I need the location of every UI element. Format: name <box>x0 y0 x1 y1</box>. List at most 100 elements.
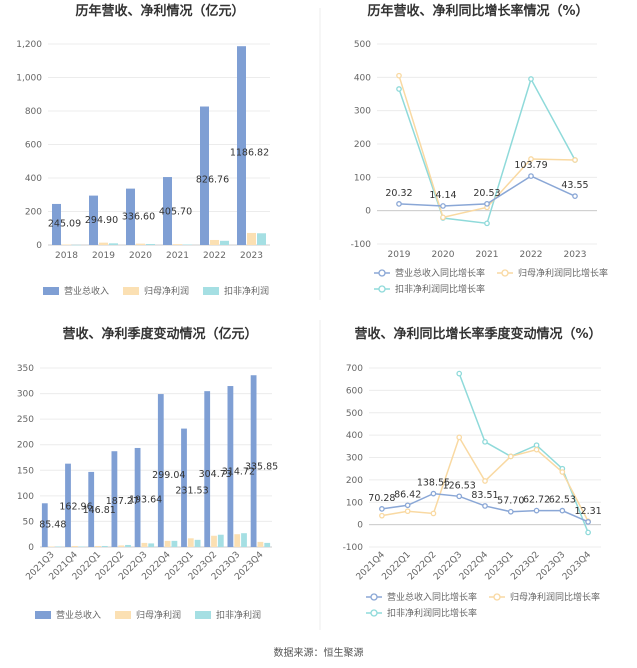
y-tick-label: 250 <box>17 415 34 425</box>
data-label: 162.96 <box>59 501 92 512</box>
data-label: 187.27 <box>106 496 139 507</box>
x-tick-label: 2022 <box>203 251 226 261</box>
source-text: 数据来源：恒生聚源 <box>274 646 364 659</box>
y-tick-label: 400 <box>354 73 371 83</box>
data-point <box>440 203 446 209</box>
data-label: 299.04 <box>152 470 185 481</box>
bar-营业总收入 <box>134 447 141 547</box>
y-tick-label: 350 <box>17 364 34 374</box>
bar-归母净利润 <box>99 242 108 245</box>
data-point <box>430 510 437 517</box>
y-tick-label: 0 <box>36 241 42 251</box>
legend-label: 营业总收入同比增长率 <box>387 591 477 603</box>
bar-扣非净利润 <box>257 233 266 245</box>
legend-label: 扣非净利润同比增长率 <box>387 607 477 619</box>
y-tick-label: 0 <box>28 543 34 553</box>
chart-quarterly_revenue_profit: 营收、净利季度变动情况（亿元）0501001502002503003502021… <box>17 326 278 621</box>
bar-扣非净利润 <box>125 544 131 547</box>
legend-label: 营业总收入 <box>64 285 109 297</box>
legend-label: 归母净利润 <box>144 285 189 297</box>
legend-label: 归母净利润同比增长率 <box>518 267 608 279</box>
data-point <box>572 157 578 163</box>
data-label: 103.79 <box>514 160 547 171</box>
data-label: 138.55 <box>417 478 450 489</box>
bar-归母净利润 <box>118 545 125 547</box>
data-label: 126.53 <box>443 480 476 491</box>
data-label: 405.70 <box>159 206 192 217</box>
legend-swatch <box>123 287 139 295</box>
legend-swatch <box>203 287 219 295</box>
chart-annual_revenue_profit: 历年营收、净利情况（亿元） 0 200 400 600 800 1,000 1,200 2018… <box>16 3 270 297</box>
x-tick-label: 2020 <box>129 251 152 261</box>
data-point <box>396 201 402 207</box>
legend-label: 营业总收入同比增长率 <box>395 267 485 279</box>
x-tick-label: 2020 <box>432 250 455 260</box>
y-tick-label: 400 <box>346 431 363 441</box>
data-point <box>528 76 534 82</box>
data-label: 146.81 <box>83 505 116 516</box>
bar-扣非净利润 <box>194 539 201 547</box>
y-tick-label: 500 <box>354 40 371 50</box>
bar-归母净利润 <box>210 239 219 245</box>
data-point <box>404 502 411 509</box>
bar-营业总收入 <box>52 203 61 245</box>
bar-营业总收入 <box>200 106 209 245</box>
y-tick-label: 200 <box>354 140 371 150</box>
x-tick-label: 2021 <box>166 251 189 261</box>
x-tick-label: 2022 <box>520 250 543 260</box>
x-tick-label: 2019 <box>92 251 115 261</box>
data-point <box>484 220 490 227</box>
x-tick-label: 2018 <box>55 251 78 261</box>
data-point <box>482 503 488 509</box>
data-label: 193.64 <box>129 494 162 505</box>
bar-扣非净利润 <box>220 240 229 245</box>
legend-label: 归母净利润同比增长率 <box>510 591 600 603</box>
data-point <box>396 86 402 92</box>
data-label: 12.31 <box>575 506 602 517</box>
legend-label: 归母净利润 <box>136 609 181 621</box>
data-point <box>482 438 488 445</box>
data-point <box>430 490 437 497</box>
bar-营业总收入 <box>250 375 257 547</box>
data-label: 231.53 <box>175 486 208 497</box>
data-label: 83.51 <box>471 490 498 501</box>
bar-扣非净利润 <box>146 243 155 245</box>
y-tick-label: 400 <box>25 174 42 184</box>
legend-marker <box>370 609 378 617</box>
y-tick-label: -100 <box>351 240 372 250</box>
bar-营业总收入 <box>227 386 234 547</box>
data-label: 62.72 <box>523 495 550 506</box>
data-point <box>396 72 402 79</box>
y-tick-label: 100 <box>346 498 363 508</box>
x-tick-label: 2023 <box>240 251 263 261</box>
y-tick-label: 700 <box>346 364 363 374</box>
bar-扣非净利润 <box>78 546 85 547</box>
x-tick-label: 2019 <box>388 250 411 260</box>
data-label: 826.76 <box>196 175 229 186</box>
bar-归母净利润 <box>136 243 145 245</box>
data-label: 70.28 <box>368 493 395 504</box>
bar-营业总收入 <box>111 451 118 547</box>
bar-扣非净利润 <box>109 243 118 245</box>
x-tick-label: 2021 <box>476 250 499 260</box>
data-label: 20.53 <box>473 188 500 199</box>
y-tick-label: 100 <box>354 173 371 183</box>
data-point <box>533 442 540 449</box>
y-tick-label: 200 <box>25 208 42 218</box>
bar-营业总收入 <box>181 428 187 547</box>
y-tick-label: 300 <box>346 454 363 464</box>
bar-扣非净利润 <box>264 542 271 547</box>
bar-营业总收入 <box>237 46 246 246</box>
legend-marker <box>501 269 509 277</box>
chart-title: 营收、净利同比增长率季度变动情况（%） <box>354 326 601 342</box>
bar-扣非净利润 <box>241 533 247 547</box>
data-point <box>585 519 591 525</box>
legend-label: 营业总收入 <box>56 609 101 621</box>
bar-归母净利润 <box>257 541 264 547</box>
legend-swatch <box>115 611 131 619</box>
data-label: 43.55 <box>561 180 588 191</box>
data-label: 62.53 <box>549 495 576 506</box>
bar-归母净利润 <box>234 534 241 547</box>
chart-title: 历年营收、净利情况（亿元） <box>75 3 244 19</box>
